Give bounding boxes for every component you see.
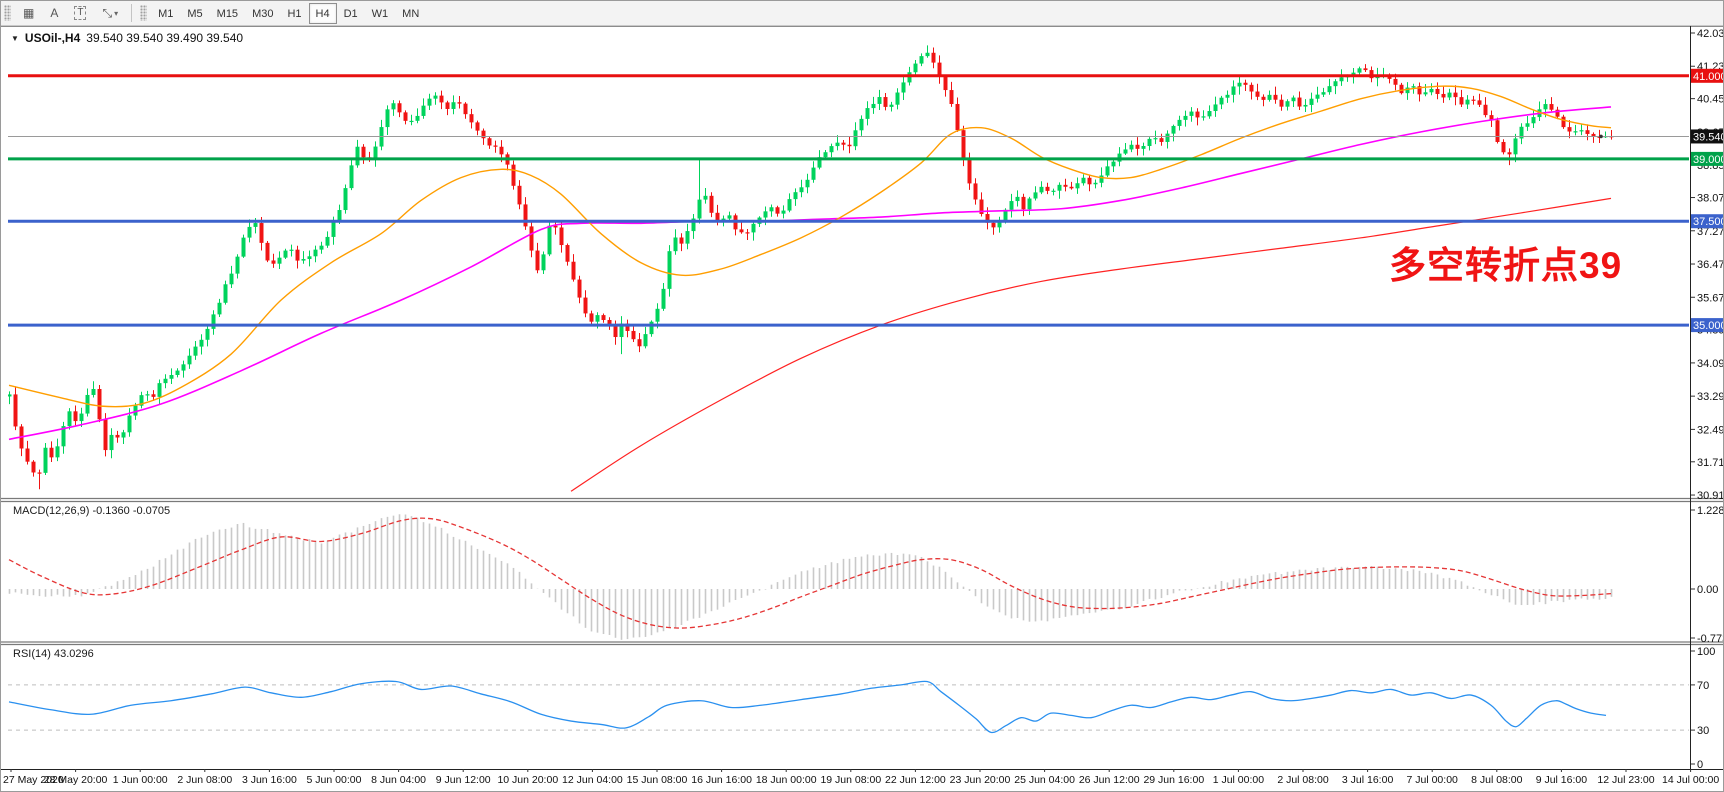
timeframe-button-m30[interactable]: M30 bbox=[245, 3, 280, 24]
svg-text:12 Jun 04:00: 12 Jun 04:00 bbox=[562, 774, 623, 786]
annotation-text: 多空转折点39 bbox=[1389, 245, 1623, 286]
svg-text:25 Jun 04:00: 25 Jun 04:00 bbox=[1014, 774, 1075, 786]
text-label-glyph: T bbox=[74, 6, 87, 20]
chart-grid-icon[interactable]: ▦ bbox=[16, 3, 41, 23]
toolbar-drag-handle[interactable] bbox=[4, 5, 11, 21]
svg-text:32.490: 32.490 bbox=[1697, 424, 1724, 436]
svg-text:70: 70 bbox=[1697, 680, 1709, 692]
svg-text:22 Jun 12:00: 22 Jun 12:00 bbox=[885, 774, 946, 786]
chevron-down-icon: ▾ bbox=[114, 8, 119, 18]
svg-text:2 Jun 08:00: 2 Jun 08:00 bbox=[177, 774, 232, 786]
svg-text:23 Jun 20:00: 23 Jun 20:00 bbox=[950, 774, 1011, 786]
svg-text:8 Jun 04:00: 8 Jun 04:00 bbox=[371, 774, 426, 786]
svg-text:16 Jun 16:00: 16 Jun 16:00 bbox=[691, 774, 752, 786]
svg-text:37.500: 37.500 bbox=[1693, 216, 1724, 228]
chart-area[interactable]: 42.03041.23040.45039.65038.85038.07037.2… bbox=[1, 26, 1724, 792]
svg-text:26 Jun 12:00: 26 Jun 12:00 bbox=[1079, 774, 1140, 786]
macd-pane[interactable] bbox=[8, 514, 1613, 640]
svg-text:39.000: 39.000 bbox=[1693, 154, 1724, 166]
svg-text:36.470: 36.470 bbox=[1697, 259, 1724, 271]
svg-text:14 Jul 00:00: 14 Jul 00:00 bbox=[1662, 774, 1719, 786]
timeframe-button-group: M1 M5 M15 M30 H1 H4 D1 W1 MN bbox=[151, 2, 426, 24]
svg-text:42.030: 42.030 bbox=[1697, 28, 1724, 40]
svg-text:18 Jun 00:00: 18 Jun 00:00 bbox=[756, 774, 817, 786]
text-label-icon[interactable]: T bbox=[67, 3, 93, 23]
svg-text:-0.7738: -0.7738 bbox=[1697, 633, 1724, 645]
rsi-line bbox=[8, 680, 1607, 734]
macd-label: MACD(12,26,9) -0.1360 -0.0705 bbox=[13, 505, 170, 517]
toolbar-separator bbox=[131, 4, 133, 22]
svg-text:0: 0 bbox=[1697, 759, 1703, 771]
svg-text:9 Jul 16:00: 9 Jul 16:00 bbox=[1536, 774, 1588, 786]
svg-text:19 Jun 08:00: 19 Jun 08:00 bbox=[820, 774, 881, 786]
arrows-glyph: ⤡ bbox=[102, 5, 113, 20]
svg-text:37.270: 37.270 bbox=[1697, 226, 1724, 238]
svg-text:30.910: 30.910 bbox=[1697, 490, 1724, 502]
timeframe-button-mn[interactable]: MN bbox=[395, 3, 426, 24]
svg-text:100: 100 bbox=[1697, 646, 1715, 658]
svg-text:27 May 2020: 27 May 2020 bbox=[3, 774, 64, 786]
svg-text:15 Jun 08:00: 15 Jun 08:00 bbox=[627, 774, 688, 786]
chart-grid-glyph: ▦ bbox=[23, 6, 35, 20]
timeframe-drag-handle[interactable] bbox=[140, 5, 148, 21]
timeframe-button-h1[interactable]: H1 bbox=[280, 3, 308, 24]
svg-text:3 Jul 16:00: 3 Jul 16:00 bbox=[1342, 774, 1394, 786]
timeframe-button-m15[interactable]: M15 bbox=[210, 3, 245, 24]
timeframe-button-h4[interactable]: H4 bbox=[308, 2, 337, 24]
symbol-quotes: 39.540 39.540 39.490 39.540 bbox=[86, 31, 244, 45]
timeframe-button-m1[interactable]: M1 bbox=[151, 3, 180, 24]
svg-text:29 Jun 16:00: 29 Jun 16:00 bbox=[1143, 774, 1204, 786]
chart-title: ▼ USOil-,H4 39.540 39.540 39.490 39.540 bbox=[11, 31, 243, 45]
svg-text:1.2281: 1.2281 bbox=[1697, 505, 1724, 517]
svg-text:31.710: 31.710 bbox=[1697, 457, 1724, 469]
font-icon[interactable]: A bbox=[43, 3, 65, 23]
price-pane[interactable] bbox=[8, 45, 1690, 492]
timeframe-button-m5[interactable]: M5 bbox=[180, 3, 209, 24]
svg-text:35.000: 35.000 bbox=[1693, 320, 1724, 332]
svg-text:28 May 20:00: 28 May 20:00 bbox=[44, 774, 108, 786]
svg-text:41.000: 41.000 bbox=[1693, 71, 1724, 83]
ma-fast-orange-line bbox=[8, 85, 1612, 408]
timeframe-button-d1[interactable]: D1 bbox=[337, 3, 365, 24]
svg-text:33.290: 33.290 bbox=[1697, 391, 1724, 403]
svg-text:3 Jun 16:00: 3 Jun 16:00 bbox=[242, 774, 297, 786]
svg-text:10 Jun 20:00: 10 Jun 20:00 bbox=[497, 774, 558, 786]
rsi-pane[interactable] bbox=[8, 680, 1689, 734]
crosshair-arrows-icon[interactable]: ⤡ ▾ bbox=[95, 3, 125, 23]
svg-text:30: 30 bbox=[1697, 725, 1709, 737]
rsi-label: RSI(14) 43.0296 bbox=[13, 648, 94, 660]
svg-text:39.540: 39.540 bbox=[1693, 131, 1724, 143]
toolbar: ▦ A T ⤡ ▾ M1 M5 M15 M30 H1 H4 D1 W1 MN bbox=[1, 1, 1723, 26]
svg-text:34.090: 34.090 bbox=[1697, 358, 1724, 370]
ma-slow-red-line bbox=[570, 197, 1612, 492]
symbol-collapse-icon[interactable]: ▼ bbox=[11, 33, 19, 43]
svg-text:8 Jul 08:00: 8 Jul 08:00 bbox=[1471, 774, 1523, 786]
svg-text:9 Jun 12:00: 9 Jun 12:00 bbox=[436, 774, 491, 786]
font-glyph: A bbox=[50, 6, 59, 20]
price-scale[interactable]: 42.03041.23040.45039.65038.85038.07037.2… bbox=[1691, 28, 1724, 771]
svg-text:0.00: 0.00 bbox=[1697, 584, 1718, 596]
ma-mid-magenta-line bbox=[8, 106, 1612, 441]
timeframe-button-w1[interactable]: W1 bbox=[365, 3, 396, 24]
svg-text:1 Jun 00:00: 1 Jun 00:00 bbox=[113, 774, 168, 786]
svg-text:40.450: 40.450 bbox=[1697, 94, 1724, 106]
svg-text:5 Jun 00:00: 5 Jun 00:00 bbox=[307, 774, 362, 786]
chart-canvas[interactable]: 42.03041.23040.45039.65038.85038.07037.2… bbox=[1, 26, 1724, 792]
svg-text:12 Jul 23:00: 12 Jul 23:00 bbox=[1597, 774, 1654, 786]
svg-text:1 Jul 00:00: 1 Jul 00:00 bbox=[1213, 774, 1265, 786]
svg-text:7 Jul 00:00: 7 Jul 00:00 bbox=[1407, 774, 1459, 786]
svg-text:2 Jul 08:00: 2 Jul 08:00 bbox=[1277, 774, 1329, 786]
macd-signal-line bbox=[8, 517, 1612, 629]
symbol-name: USOil-,H4 bbox=[24, 31, 81, 45]
svg-text:38.070: 38.070 bbox=[1697, 193, 1724, 205]
svg-text:35.670: 35.670 bbox=[1697, 292, 1724, 304]
